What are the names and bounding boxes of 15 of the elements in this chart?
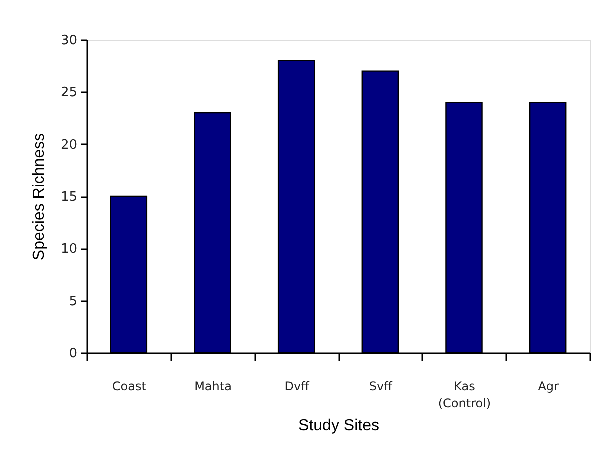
- y-tick-label: 30: [60, 34, 78, 48]
- y-axis-title: Species Richness: [30, 133, 48, 261]
- x-tick-label: Mahta: [194, 380, 232, 394]
- y-tick-label: 5: [69, 294, 78, 310]
- y-tick-label: 25: [60, 86, 78, 101]
- x-tick-label: Dvff: [284, 380, 310, 394]
- y-tick-label: 15: [60, 190, 78, 205]
- x-axis-title: Study Sites: [298, 418, 380, 434]
- y-tick-label: 10: [60, 242, 78, 258]
- x-tick-label: Agr: [538, 380, 560, 394]
- y-tick-label: 20: [60, 138, 78, 153]
- x-tick-label: Svff: [369, 380, 394, 394]
- y-tick-label: 0: [69, 346, 78, 362]
- x-tick-label: Coast: [112, 380, 147, 394]
- x-tick-label: Kas (Control): [438, 380, 492, 410]
